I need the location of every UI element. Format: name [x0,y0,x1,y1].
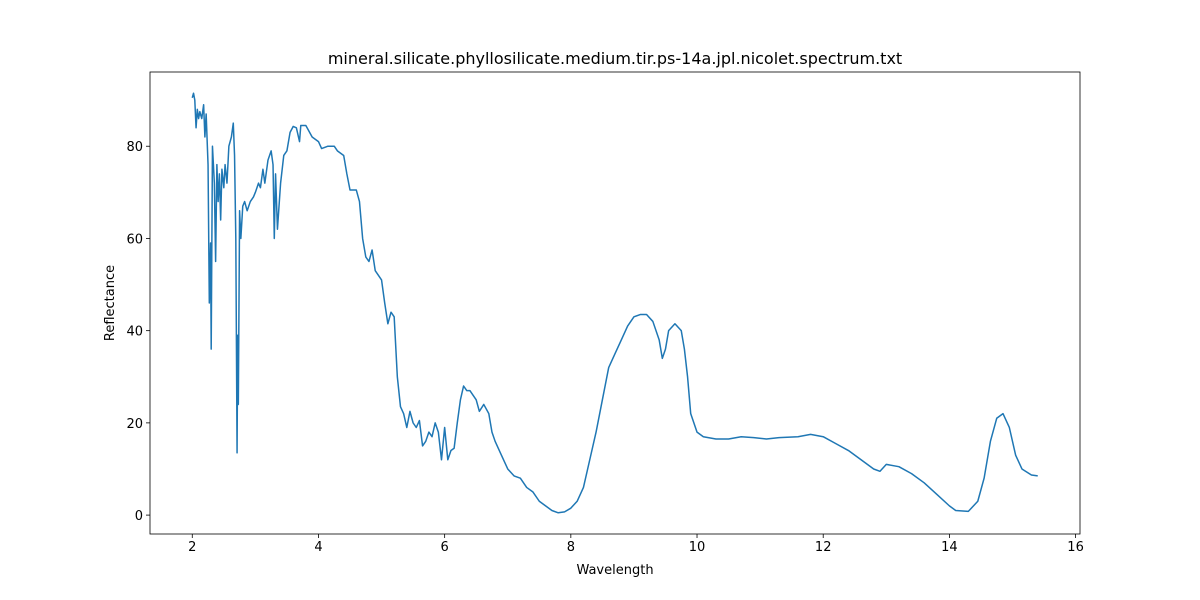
y-tick-label: 0 [135,509,143,524]
y-tick-label: 40 [126,325,143,340]
x-tick-label: 4 [314,540,322,555]
y-tick-label: 20 [126,417,143,432]
y-tick-label: 60 [126,232,143,247]
x-tick-label: 14 [941,540,958,555]
data-line [191,92,1038,514]
y-tick-label: 80 [126,140,143,155]
x-tick-label: 6 [441,540,449,555]
y-axis-label: Reflectance [103,265,118,341]
x-tick-label: 16 [1067,540,1084,555]
x-tick-label: 2 [188,540,196,555]
chart-title: mineral.silicate.phyllosilicate.medium.t… [328,49,902,68]
plot-frame [149,71,1081,535]
x-axis-label: Wavelength [576,563,653,578]
x-tick-label: 10 [689,540,706,555]
x-tick-label: 8 [567,540,575,555]
x-tick-label: 12 [815,540,832,555]
